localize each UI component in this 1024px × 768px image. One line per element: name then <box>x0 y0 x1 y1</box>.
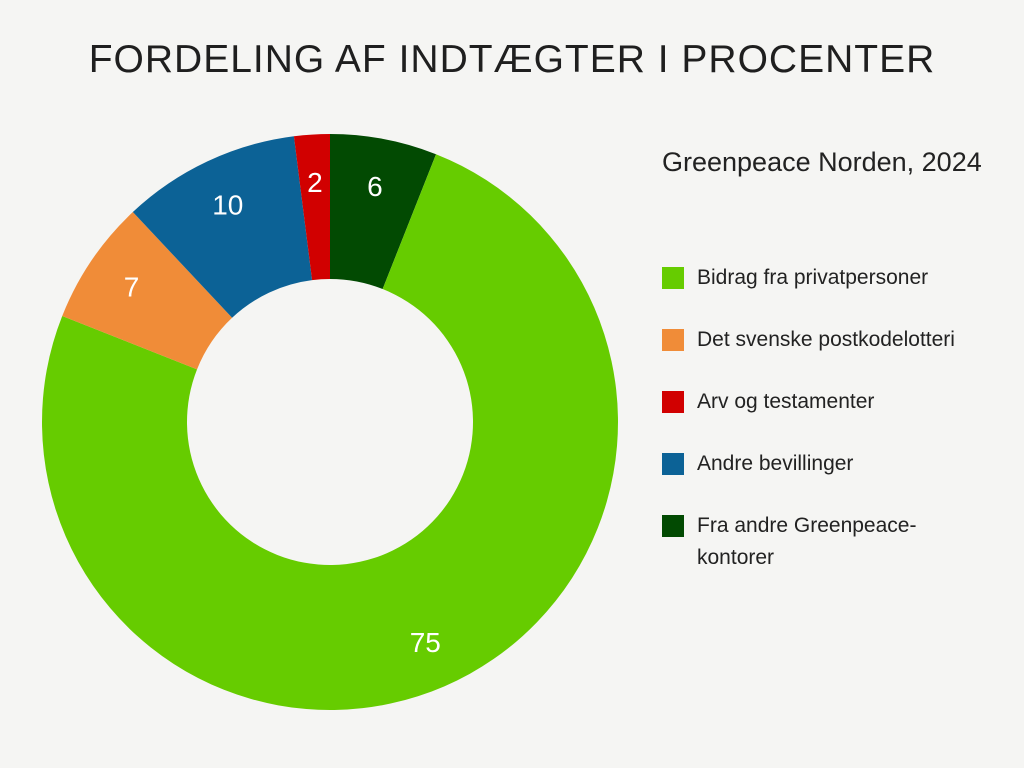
legend-label: Det svenske postkodelotteri <box>697 328 955 351</box>
legend-label: Arv og testamenter <box>697 390 875 413</box>
legend-title: Greenpeace Norden, 2024 <box>662 147 982 177</box>
donut-slice <box>293 134 330 281</box>
legend-swatch <box>662 515 684 537</box>
chart-title: FORDELING AF INDTÆGTER I PROCENTER <box>88 38 936 81</box>
legend-swatch <box>662 453 684 475</box>
legend-item-postkodelotteri: Det svenske postkodelotteri <box>662 324 1012 356</box>
legend-swatch <box>662 267 684 289</box>
legend-item-privatpersoner: Bidrag fra privatpersoner <box>662 262 1012 294</box>
slice-value-label: 7 <box>124 272 140 303</box>
donut-slice <box>41 154 619 711</box>
donut-slice <box>330 134 437 290</box>
legend-swatch <box>662 391 684 413</box>
legend-label: Fra andre Greenpeace-kontorer <box>697 514 917 569</box>
legend-swatch <box>662 329 684 351</box>
donut-labels: 6 75 7 10 2 <box>124 167 441 658</box>
legend-item-bevillinger: Andre bevillinger <box>662 448 1012 480</box>
legend-label: Bidrag fra privatpersoner <box>697 266 929 289</box>
legend-label: Andre bevillinger <box>697 452 854 475</box>
slice-value-label: 75 <box>410 627 441 658</box>
donut-slice <box>132 136 313 318</box>
slice-value-label: 2 <box>307 167 323 198</box>
legend-item-arv: Arv og testamenter <box>662 386 1012 418</box>
donut-slices <box>41 134 619 711</box>
legend-item-greenpeace-kontorer: Fra andre Greenpeace-kontorer <box>662 510 1012 574</box>
donut-slice <box>62 212 233 370</box>
slice-value-label: 6 <box>367 171 383 202</box>
slice-value-label: 10 <box>212 189 243 220</box>
legend: Bidrag fra privatpersoner Det svenske po… <box>662 262 1012 604</box>
